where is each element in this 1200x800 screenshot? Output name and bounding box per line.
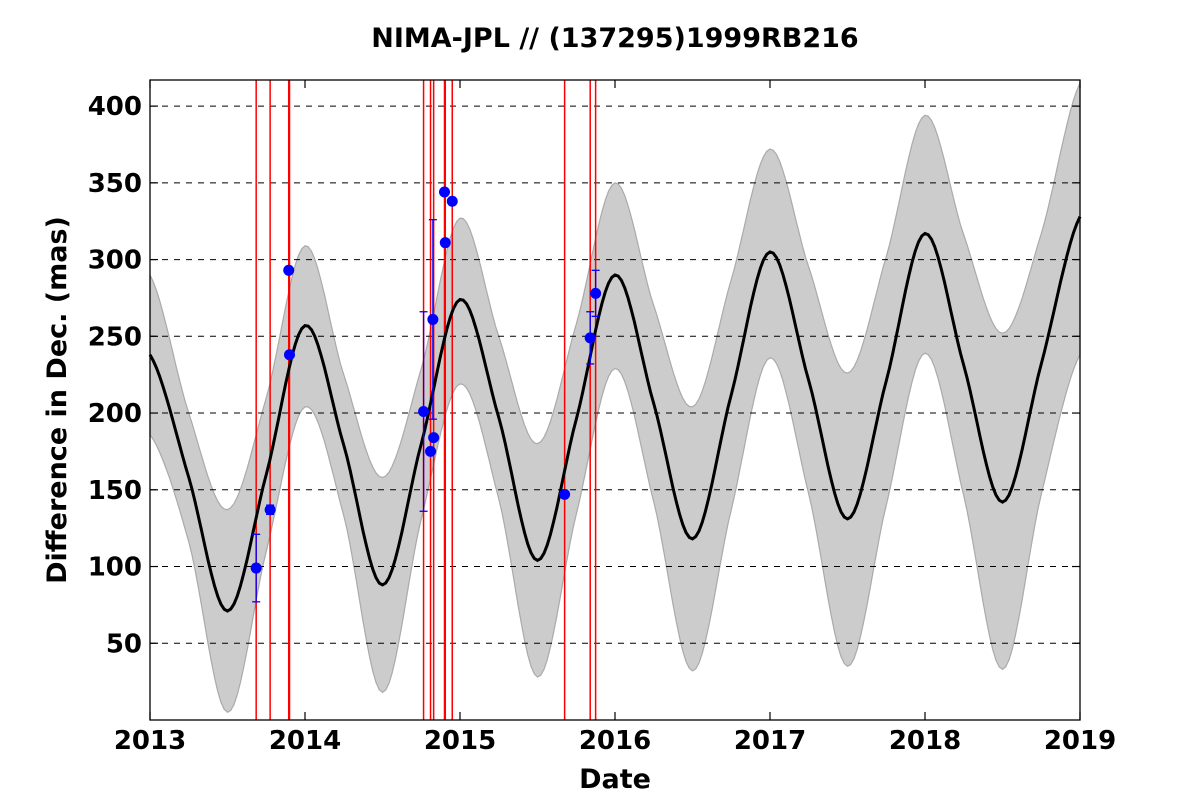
chart-title: NIMA-JPL // (137295)1999RB216 — [371, 23, 858, 54]
data-point — [264, 504, 276, 516]
x-tick-label: 2014 — [269, 726, 341, 756]
data-point — [428, 432, 440, 444]
y-tick-label: 150 — [88, 476, 142, 506]
y-axis-label: Difference in Dec. (mas) — [42, 216, 73, 584]
data-point — [284, 349, 295, 361]
model-line — [148, 215, 1082, 613]
x-tick-label: 2017 — [734, 726, 806, 756]
y-tick-label: 100 — [88, 553, 142, 583]
x-tick-label: 2015 — [424, 726, 496, 756]
y-tick-label: 300 — [88, 246, 142, 276]
y-tick-label: 50 — [106, 629, 142, 659]
x-tick-label: 2013 — [114, 726, 186, 756]
data-point — [584, 332, 596, 344]
data-point — [250, 562, 262, 574]
data-point — [425, 445, 437, 457]
y-tick-label: 400 — [88, 92, 142, 122]
x-tick-label: 2018 — [889, 726, 961, 756]
y-tick-label: 350 — [88, 169, 142, 199]
y-tick-label: 250 — [88, 322, 142, 352]
data-point — [283, 264, 295, 276]
data-point — [590, 287, 602, 299]
data-point — [439, 186, 450, 198]
observation-lines — [255, 80, 597, 720]
data-point — [559, 488, 571, 500]
x-tick-label: 2019 — [1044, 726, 1116, 756]
data-point — [446, 195, 458, 207]
data-point — [427, 313, 439, 325]
x-tick-label: 2016 — [579, 726, 651, 756]
axis-ticks: 2013 2014 2015 2016 2017 2018 2019 50 100 150 200 2… — [88, 80, 1116, 756]
observation-points — [250, 186, 602, 603]
model-curve — [148, 215, 1082, 613]
data-point — [439, 237, 451, 249]
x-axis-label: Date — [579, 764, 651, 795]
y-tick-label: 200 — [88, 399, 142, 429]
data-point — [418, 406, 430, 418]
